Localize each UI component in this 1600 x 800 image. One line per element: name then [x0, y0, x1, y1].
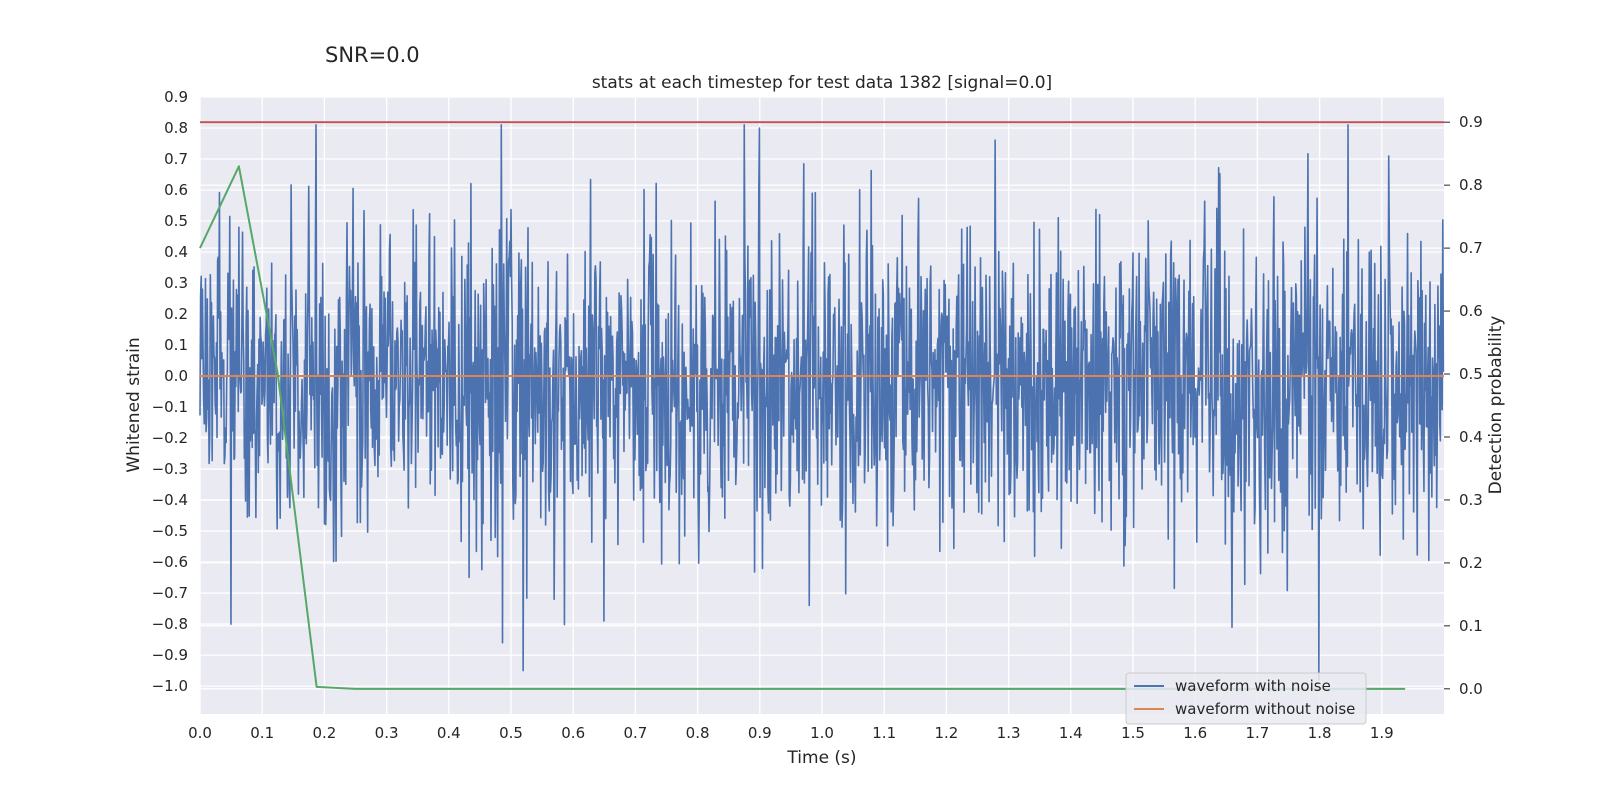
x-tick-label: 0.4	[437, 724, 461, 742]
x-tick-label: 0.5	[499, 724, 523, 742]
y-tick-label: 0.9	[164, 88, 188, 106]
y-right-tick-label: 0.6	[1459, 302, 1483, 320]
y-right-tick-label: 0.0	[1459, 680, 1483, 698]
y-right-tick-label: 0.3	[1459, 491, 1483, 509]
x-tick-label: 1.1	[872, 724, 896, 742]
y-tick-label: −1.0	[152, 677, 188, 695]
y-right-tick-label: 0.8	[1459, 176, 1483, 194]
x-tick-label: 1.9	[1370, 724, 1394, 742]
x-tick-label: 1.6	[1183, 724, 1207, 742]
y-tick-label: 0.1	[164, 336, 188, 354]
y-tick-label: 0.2	[164, 305, 188, 323]
legend-box	[1125, 672, 1367, 725]
y-right-tick-label: 0.2	[1459, 554, 1483, 572]
y-tick-label: −0.3	[152, 460, 188, 478]
y-right-tick-label: 0.5	[1459, 365, 1483, 383]
x-tick-label: 0.8	[686, 724, 710, 742]
y-tick-label: −0.1	[152, 398, 188, 416]
x-tick-label: 0.2	[312, 724, 336, 742]
x-tick-label: 0.6	[561, 724, 585, 742]
x-tick-label: 1.0	[810, 724, 834, 742]
x-tick-label: 0.9	[748, 724, 772, 742]
x-tick-label: 0.3	[375, 724, 399, 742]
legend-label-waveform-without-noise: waveform without noise	[1175, 700, 1355, 718]
y-tick-label: 0.5	[164, 212, 188, 230]
y-tick-label: 0.3	[164, 274, 188, 292]
y-axis-label: Whitened strain	[124, 337, 144, 472]
legend: waveform with noise waveform without noi…	[1125, 672, 1367, 725]
y-tick-label: 0.6	[164, 181, 188, 199]
x-axis-label: Time (s)	[786, 748, 856, 768]
x-tick-label: 0.7	[623, 724, 647, 742]
x-tick-label: 0.0	[188, 724, 212, 742]
x-tick-label: 1.3	[997, 724, 1021, 742]
y-tick-label: −0.8	[152, 615, 188, 633]
y-tick-label: −0.2	[152, 429, 188, 447]
y-right-tick-label: 0.7	[1459, 239, 1483, 257]
y-tick-label: 0.8	[164, 119, 188, 137]
y-tick-label: 0.7	[164, 150, 188, 168]
y-tick-label: −0.7	[152, 584, 188, 602]
y-axis-label-right: Detection probability	[1486, 316, 1506, 495]
x-tick-label: 1.4	[1059, 724, 1083, 742]
legend-label-waveform-with-noise: waveform with noise	[1175, 677, 1331, 695]
y-right-tick-label: 0.1	[1459, 617, 1483, 635]
chart-title: stats at each timestep for test data 138…	[592, 73, 1052, 93]
axis-ticks: 0.0 0.1 0.2 0.3 0.4 0.5 0.6 0.7 0.8 0.9 1.0 1.1 1.2 1…	[152, 88, 1483, 742]
y-tick-label: 0.4	[164, 243, 188, 261]
x-tick-label: 1.7	[1245, 724, 1269, 742]
y-tick-label: −0.5	[152, 522, 188, 540]
y-tick-label: −0.9	[152, 646, 188, 664]
y-right-tick-label: 0.4	[1459, 428, 1483, 446]
y-tick-label: −0.4	[152, 491, 188, 509]
x-tick-label: 1.5	[1121, 724, 1145, 742]
series-line-waveform-with-noise	[199, 124, 1445, 681]
x-tick-label: 1.2	[934, 724, 958, 742]
x-tick-label: 0.1	[250, 724, 274, 742]
y-right-tick-label: 0.9	[1459, 113, 1483, 131]
x-tick-label: 1.8	[1308, 724, 1332, 742]
y-tick-label: −0.6	[152, 553, 188, 571]
y-tick-label: 0.0	[164, 367, 188, 385]
chart-suptitle: SNR=0.0	[325, 43, 420, 67]
